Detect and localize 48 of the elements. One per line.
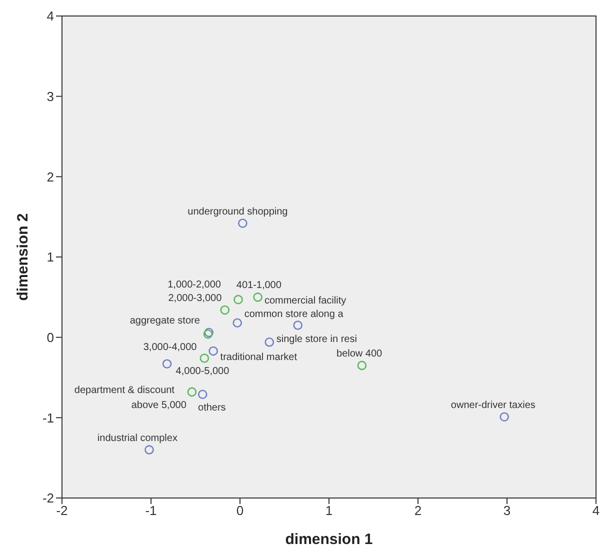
annotation: aggregate store: [130, 316, 200, 327]
y-tick-label: -2: [42, 490, 54, 506]
point: [144, 445, 154, 454]
annotation: department & discount: [74, 384, 175, 396]
x-tick-label: 0: [236, 503, 244, 518]
y-axis-title: dimension 2: [14, 213, 32, 301]
annotation: 2,000-3,000: [168, 293, 222, 304]
y-tick-label: 2: [46, 169, 54, 184]
annotation: owner-driver taxies: [450, 400, 536, 411]
point: [293, 320, 302, 330]
annotation: below 400: [336, 348, 383, 360]
annotation: 401-1,000: [236, 280, 282, 292]
point: [208, 346, 218, 356]
annotation: 1,000-2,000: [168, 280, 222, 291]
point: [220, 305, 230, 315]
annotation: common store along a: [244, 308, 344, 320]
x-tick-label: 3: [503, 503, 511, 518]
y-tick-label: 0: [46, 330, 54, 345]
y-tick-label: 3: [46, 88, 54, 104]
point: [234, 294, 243, 304]
point: [187, 387, 197, 397]
annotation: others: [198, 402, 226, 414]
annotation: commercial facility: [264, 295, 346, 306]
x-tick-label: 2: [414, 503, 422, 518]
point: [162, 359, 172, 368]
y-tick-label: 1: [46, 250, 54, 265]
point: [264, 338, 274, 347]
point: [238, 218, 248, 228]
annotation: 3,000-4,000: [143, 342, 198, 354]
x-tick-label: 1: [325, 503, 333, 518]
x-tick-label: 4: [592, 503, 600, 518]
point: [232, 318, 242, 328]
point: [200, 354, 210, 363]
point: [198, 390, 208, 400]
annotation: above 5,000: [131, 400, 187, 411]
x-tick-label: -2: [56, 503, 68, 518]
y-tick-label: 4: [46, 8, 54, 24]
point: [500, 412, 509, 422]
point: [357, 360, 367, 370]
annotation: 4,000-5,000: [176, 366, 230, 378]
annotation: underground shopping: [188, 206, 288, 218]
point: [253, 292, 262, 302]
x-axis-title: dimension 1: [285, 531, 373, 548]
annotation: single store in resi: [276, 334, 357, 346]
annotation: industrial complex: [97, 432, 178, 444]
x-tick-label: -1: [145, 503, 157, 518]
y-tick-label: -1: [42, 410, 54, 426]
annotation: traditional market: [220, 352, 298, 363]
